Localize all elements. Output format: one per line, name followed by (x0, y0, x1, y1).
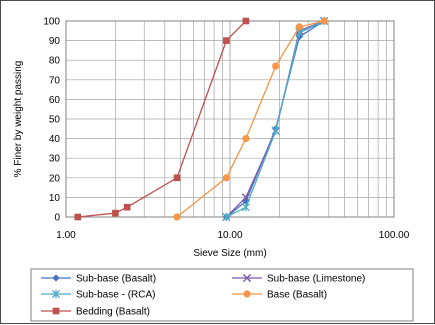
plot-area (65, 20, 395, 218)
data-point (272, 62, 280, 70)
legend-label: Sub-base (Basalt) (76, 274, 156, 285)
legend-marker (243, 290, 251, 298)
data-point (242, 17, 250, 25)
series-line (176, 20, 325, 218)
legend-marker (52, 274, 60, 282)
y-tick-label: 20 (49, 173, 61, 184)
y-tick-label: 80 (49, 56, 61, 67)
y-tick-label: 40 (49, 134, 61, 145)
legend (30, 268, 414, 322)
series-layer (74, 16, 329, 222)
y-tick-label: 70 (49, 75, 61, 86)
data-point (222, 212, 231, 222)
legend-label: Sub-base - (RCA) (76, 290, 155, 301)
x-axis-ticks: 1.00 10.00 100.00 (56, 230, 409, 241)
y-tick-label: 0 (54, 213, 60, 224)
x-tick-label: 100.00 (379, 230, 410, 241)
y-tick-label: 90 (49, 36, 61, 47)
y-tick-label: 10 (49, 193, 61, 204)
gridlines (65, 20, 395, 218)
y-tick-label: 60 (49, 95, 61, 106)
legend-marker (242, 273, 252, 283)
legend-entry: Sub-base - (RCA) (41, 290, 155, 301)
y-axis-ticks: 0 10 20 30 40 50 60 70 80 90 100 (43, 17, 60, 224)
data-point (112, 209, 119, 217)
legend-entry: Sub-base (Basalt) (41, 274, 156, 285)
x-tick-label: 1.00 (56, 230, 76, 241)
series-5 (74, 17, 250, 221)
series-4 (173, 17, 328, 221)
legend-label: Bedding (Basalt) (76, 307, 150, 318)
data-point (241, 203, 250, 212)
data-point (320, 17, 328, 25)
legend-label: Base (Basalt) (267, 290, 327, 301)
legend-entry: Sub-base (Limestone) (232, 274, 365, 285)
legend-marker (52, 307, 60, 315)
data-point (123, 203, 131, 211)
data-point (222, 174, 230, 182)
data-point (242, 135, 250, 143)
x-tick-label: 10.00 (217, 230, 242, 241)
data-point (271, 126, 280, 135)
legend-entries: Sub-base (Basalt) Sub-base (Limestone) Sub… (41, 274, 365, 318)
y-tick-label: 50 (49, 115, 61, 126)
data-point (223, 37, 230, 44)
data-point (173, 213, 181, 221)
legend-entry: Base (Basalt) (232, 290, 327, 301)
y-tick-label: 100 (43, 17, 60, 28)
legend-label: Sub-base (Limestone) (267, 274, 365, 285)
x-axis-label: Sieve Size (mm) (193, 248, 266, 259)
legend-entry: Bedding (Basalt) (41, 307, 150, 318)
data-point (74, 213, 82, 221)
data-point (173, 174, 181, 182)
legend-marker (51, 289, 61, 299)
data-point (295, 23, 304, 31)
y-axis-label: % Finer by weight passing (13, 61, 24, 178)
y-tick-label: 30 (49, 154, 61, 165)
